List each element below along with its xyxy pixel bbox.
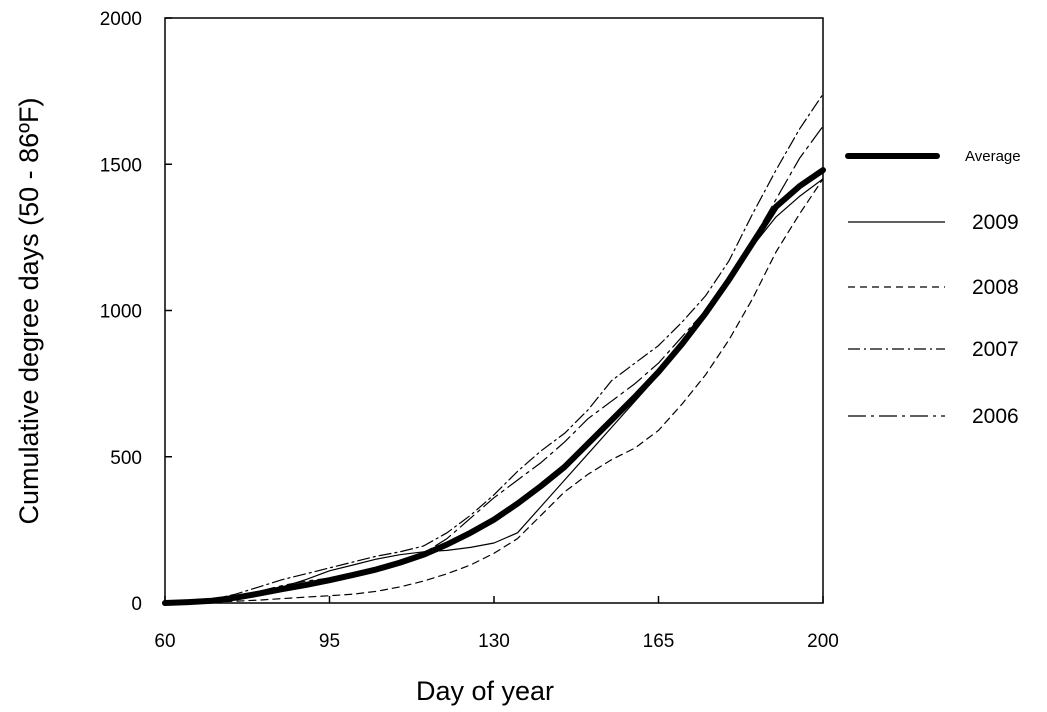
x-tick-label: 130 <box>478 631 510 652</box>
y-tick-label: 1500 <box>100 155 142 176</box>
x-axis-title: Day of year <box>416 676 554 706</box>
plot-frame <box>164 17 824 604</box>
x-tick-label: 95 <box>319 631 340 652</box>
series-line-2009 <box>164 178 824 604</box>
legend: Average 2009 2008 2007 2006 <box>845 148 1021 428</box>
y-tick-label: 500 <box>110 448 142 469</box>
x-tick-label: 60 <box>154 631 175 652</box>
legend-label-2009: 2009 <box>972 211 1019 234</box>
legend-label-2008: 2008 <box>972 276 1019 299</box>
y-axis-title: Cumulative degree days (50 - 86ºF) <box>14 97 44 524</box>
y-tick-label: 0 <box>131 594 142 615</box>
series-layer <box>162 93 826 606</box>
y-tick-label: 1000 <box>100 302 142 323</box>
x-tick-label: 165 <box>643 631 675 652</box>
series-line-2006 <box>164 125 824 604</box>
series-line-2008 <box>164 178 824 604</box>
x-tick-label: 200 <box>807 631 839 652</box>
legend-label-average: Average <box>965 148 1021 165</box>
series-line-2007 <box>164 93 824 604</box>
legend-label-2007: 2007 <box>972 338 1019 361</box>
x-axis-ticks: 60 95 130 165 200 <box>154 596 839 652</box>
y-axis-ticks: 0 500 1000 1500 2000 <box>100 9 172 615</box>
legend-label-2006: 2006 <box>972 405 1019 428</box>
series-line-average <box>162 167 826 606</box>
y-tick-label: 2000 <box>100 9 142 30</box>
